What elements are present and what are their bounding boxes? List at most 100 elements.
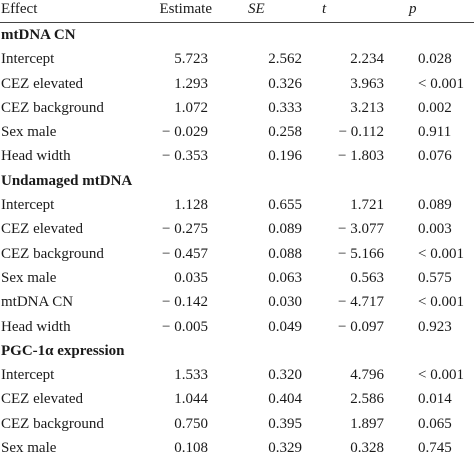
- section-label: PGC-1α expression: [1, 342, 125, 359]
- se-cell: 0.395: [268, 415, 302, 432]
- se-cell: 0.089: [268, 221, 302, 238]
- p-cell: < 0.001: [418, 294, 464, 311]
- p-cell: 0.003: [418, 221, 452, 238]
- table-header-row: Effect Estimate SE t p: [0, 0, 474, 23]
- t-cell: 1.721: [350, 197, 384, 214]
- effect-cell: Head width: [1, 318, 71, 335]
- effect-cell: mtDNA CN: [1, 294, 74, 311]
- header-p: p: [409, 1, 417, 17]
- t-cell: − 0.112: [338, 124, 384, 141]
- t-cell: − 5.166: [338, 245, 384, 262]
- effect-cell: Sex male: [1, 124, 57, 141]
- t-cell: − 3.077: [338, 221, 384, 238]
- p-cell: 0.002: [418, 99, 452, 116]
- estimate-cell: 0.108: [174, 440, 208, 457]
- estimate-cell: 0.750: [174, 415, 208, 432]
- table-row: Sex male − 0.029 0.258 − 0.112 0.911: [0, 120, 474, 144]
- table-row: Sex male 0.035 0.063 0.563 0.575: [0, 266, 474, 290]
- p-cell: 0.745: [418, 440, 452, 457]
- estimate-cell: − 0.353: [162, 148, 208, 165]
- p-cell: 0.028: [418, 51, 452, 68]
- estimate-cell: − 0.005: [162, 318, 208, 335]
- effect-cell: Head width: [1, 148, 71, 165]
- effect-cell: Sex male: [1, 440, 57, 457]
- effect-cell: CEZ elevated: [1, 391, 84, 408]
- estimate-cell: 1.044: [174, 391, 208, 408]
- p-cell: 0.065: [418, 415, 452, 432]
- t-cell: 3.213: [350, 99, 384, 116]
- t-cell: 1.897: [350, 415, 384, 432]
- t-cell: 3.963: [350, 75, 384, 92]
- estimate-cell: 1.293: [174, 75, 208, 92]
- section-header-row: PGC-1α expression: [0, 339, 474, 363]
- p-cell: 0.923: [418, 318, 452, 335]
- se-cell: 0.030: [268, 294, 302, 311]
- effect-cell: CEZ elevated: [1, 75, 84, 92]
- table-row: Sex male 0.108 0.329 0.328 0.745: [0, 436, 474, 460]
- t-cell: − 1.803: [338, 148, 384, 165]
- se-cell: 0.049: [268, 318, 302, 335]
- se-cell: 0.655: [268, 197, 302, 214]
- estimate-cell: − 0.029: [162, 124, 208, 141]
- estimate-cell: − 0.142: [162, 294, 208, 311]
- table-row: Intercept 1.533 0.320 4.796 < 0.001: [0, 363, 474, 387]
- estimate-cell: 0.035: [174, 269, 208, 286]
- t-cell: 0.563: [350, 269, 384, 286]
- se-cell: 0.063: [268, 269, 302, 286]
- se-cell: 0.326: [268, 75, 302, 92]
- table-row: mtDNA CN − 0.142 0.030 − 4.717 < 0.001: [0, 290, 474, 314]
- table-row: Intercept 5.723 2.562 2.234 0.028: [0, 47, 474, 71]
- table-row: CEZ elevated 1.044 0.404 2.586 0.014: [0, 387, 474, 411]
- table-body: mtDNA CN Intercept 5.723 2.562 2.234 0.028 CEZ…: [0, 23, 474, 460]
- effect-cell: Intercept: [1, 367, 55, 384]
- section-label: mtDNA CN: [1, 27, 76, 43]
- table-row: CEZ elevated 1.293 0.326 3.963 < 0.001: [0, 72, 474, 96]
- p-cell: < 0.001: [418, 75, 464, 92]
- se-cell: 0.404: [268, 391, 302, 408]
- table-row: CEZ background 1.072 0.333 3.213 0.002: [0, 96, 474, 120]
- table-row: CEZ background 0.750 0.395 1.897 0.065: [0, 412, 474, 436]
- t-cell: 0.328: [350, 440, 384, 457]
- estimate-cell: 1.128: [174, 197, 208, 214]
- table-row: Head width − 0.005 0.049 − 0.097 0.923: [0, 315, 474, 339]
- header-estimate: Estimate: [159, 1, 213, 17]
- table-row: CEZ elevated − 0.275 0.089 − 3.077 0.003: [0, 217, 474, 241]
- p-cell: 0.911: [418, 124, 452, 141]
- estimate-cell: 5.723: [174, 51, 208, 68]
- t-cell: − 0.097: [338, 318, 384, 335]
- header-se: SE: [248, 1, 265, 17]
- p-cell: 0.014: [418, 391, 452, 408]
- t-cell: 2.234: [350, 51, 384, 68]
- regression-table: Effect Estimate SE t p mtDNA CN Intercept…: [0, 0, 474, 460]
- p-cell: 0.089: [418, 197, 452, 214]
- effect-cell: CEZ background: [1, 245, 104, 262]
- effect-cell: Intercept: [1, 197, 55, 214]
- table-row: CEZ background − 0.457 0.088 − 5.166 < 0.001: [0, 242, 474, 266]
- table-row: Intercept 1.128 0.655 1.721 0.089: [0, 193, 474, 217]
- se-cell: 0.333: [268, 99, 302, 116]
- effect-cell: Sex male: [1, 269, 57, 286]
- p-cell: < 0.001: [418, 245, 464, 262]
- p-cell: < 0.001: [418, 367, 464, 384]
- se-cell: 0.329: [268, 440, 302, 457]
- t-cell: 2.586: [350, 391, 384, 408]
- section-label: Undamaged mtDNA: [1, 172, 133, 189]
- effect-cell: CEZ background: [1, 99, 104, 116]
- section-header-row: mtDNA CN: [0, 23, 474, 47]
- se-cell: 0.088: [268, 245, 302, 262]
- estimate-cell: − 0.457: [162, 245, 208, 262]
- p-cell: 0.076: [418, 148, 452, 165]
- se-cell: 2.562: [268, 51, 302, 68]
- se-cell: 0.320: [268, 367, 302, 384]
- effect-cell: Intercept: [1, 51, 55, 68]
- header-effect: Effect: [1, 1, 38, 17]
- table-row: Head width − 0.353 0.196 − 1.803 0.076: [0, 144, 474, 168]
- se-cell: 0.196: [268, 148, 302, 165]
- estimate-cell: 1.072: [174, 99, 208, 116]
- header-t: t: [322, 1, 327, 17]
- p-cell: 0.575: [418, 269, 452, 286]
- estimate-cell: 1.533: [174, 367, 208, 384]
- effect-cell: CEZ background: [1, 415, 104, 432]
- section-header-row: Undamaged mtDNA: [0, 169, 474, 193]
- se-cell: 0.258: [268, 124, 302, 141]
